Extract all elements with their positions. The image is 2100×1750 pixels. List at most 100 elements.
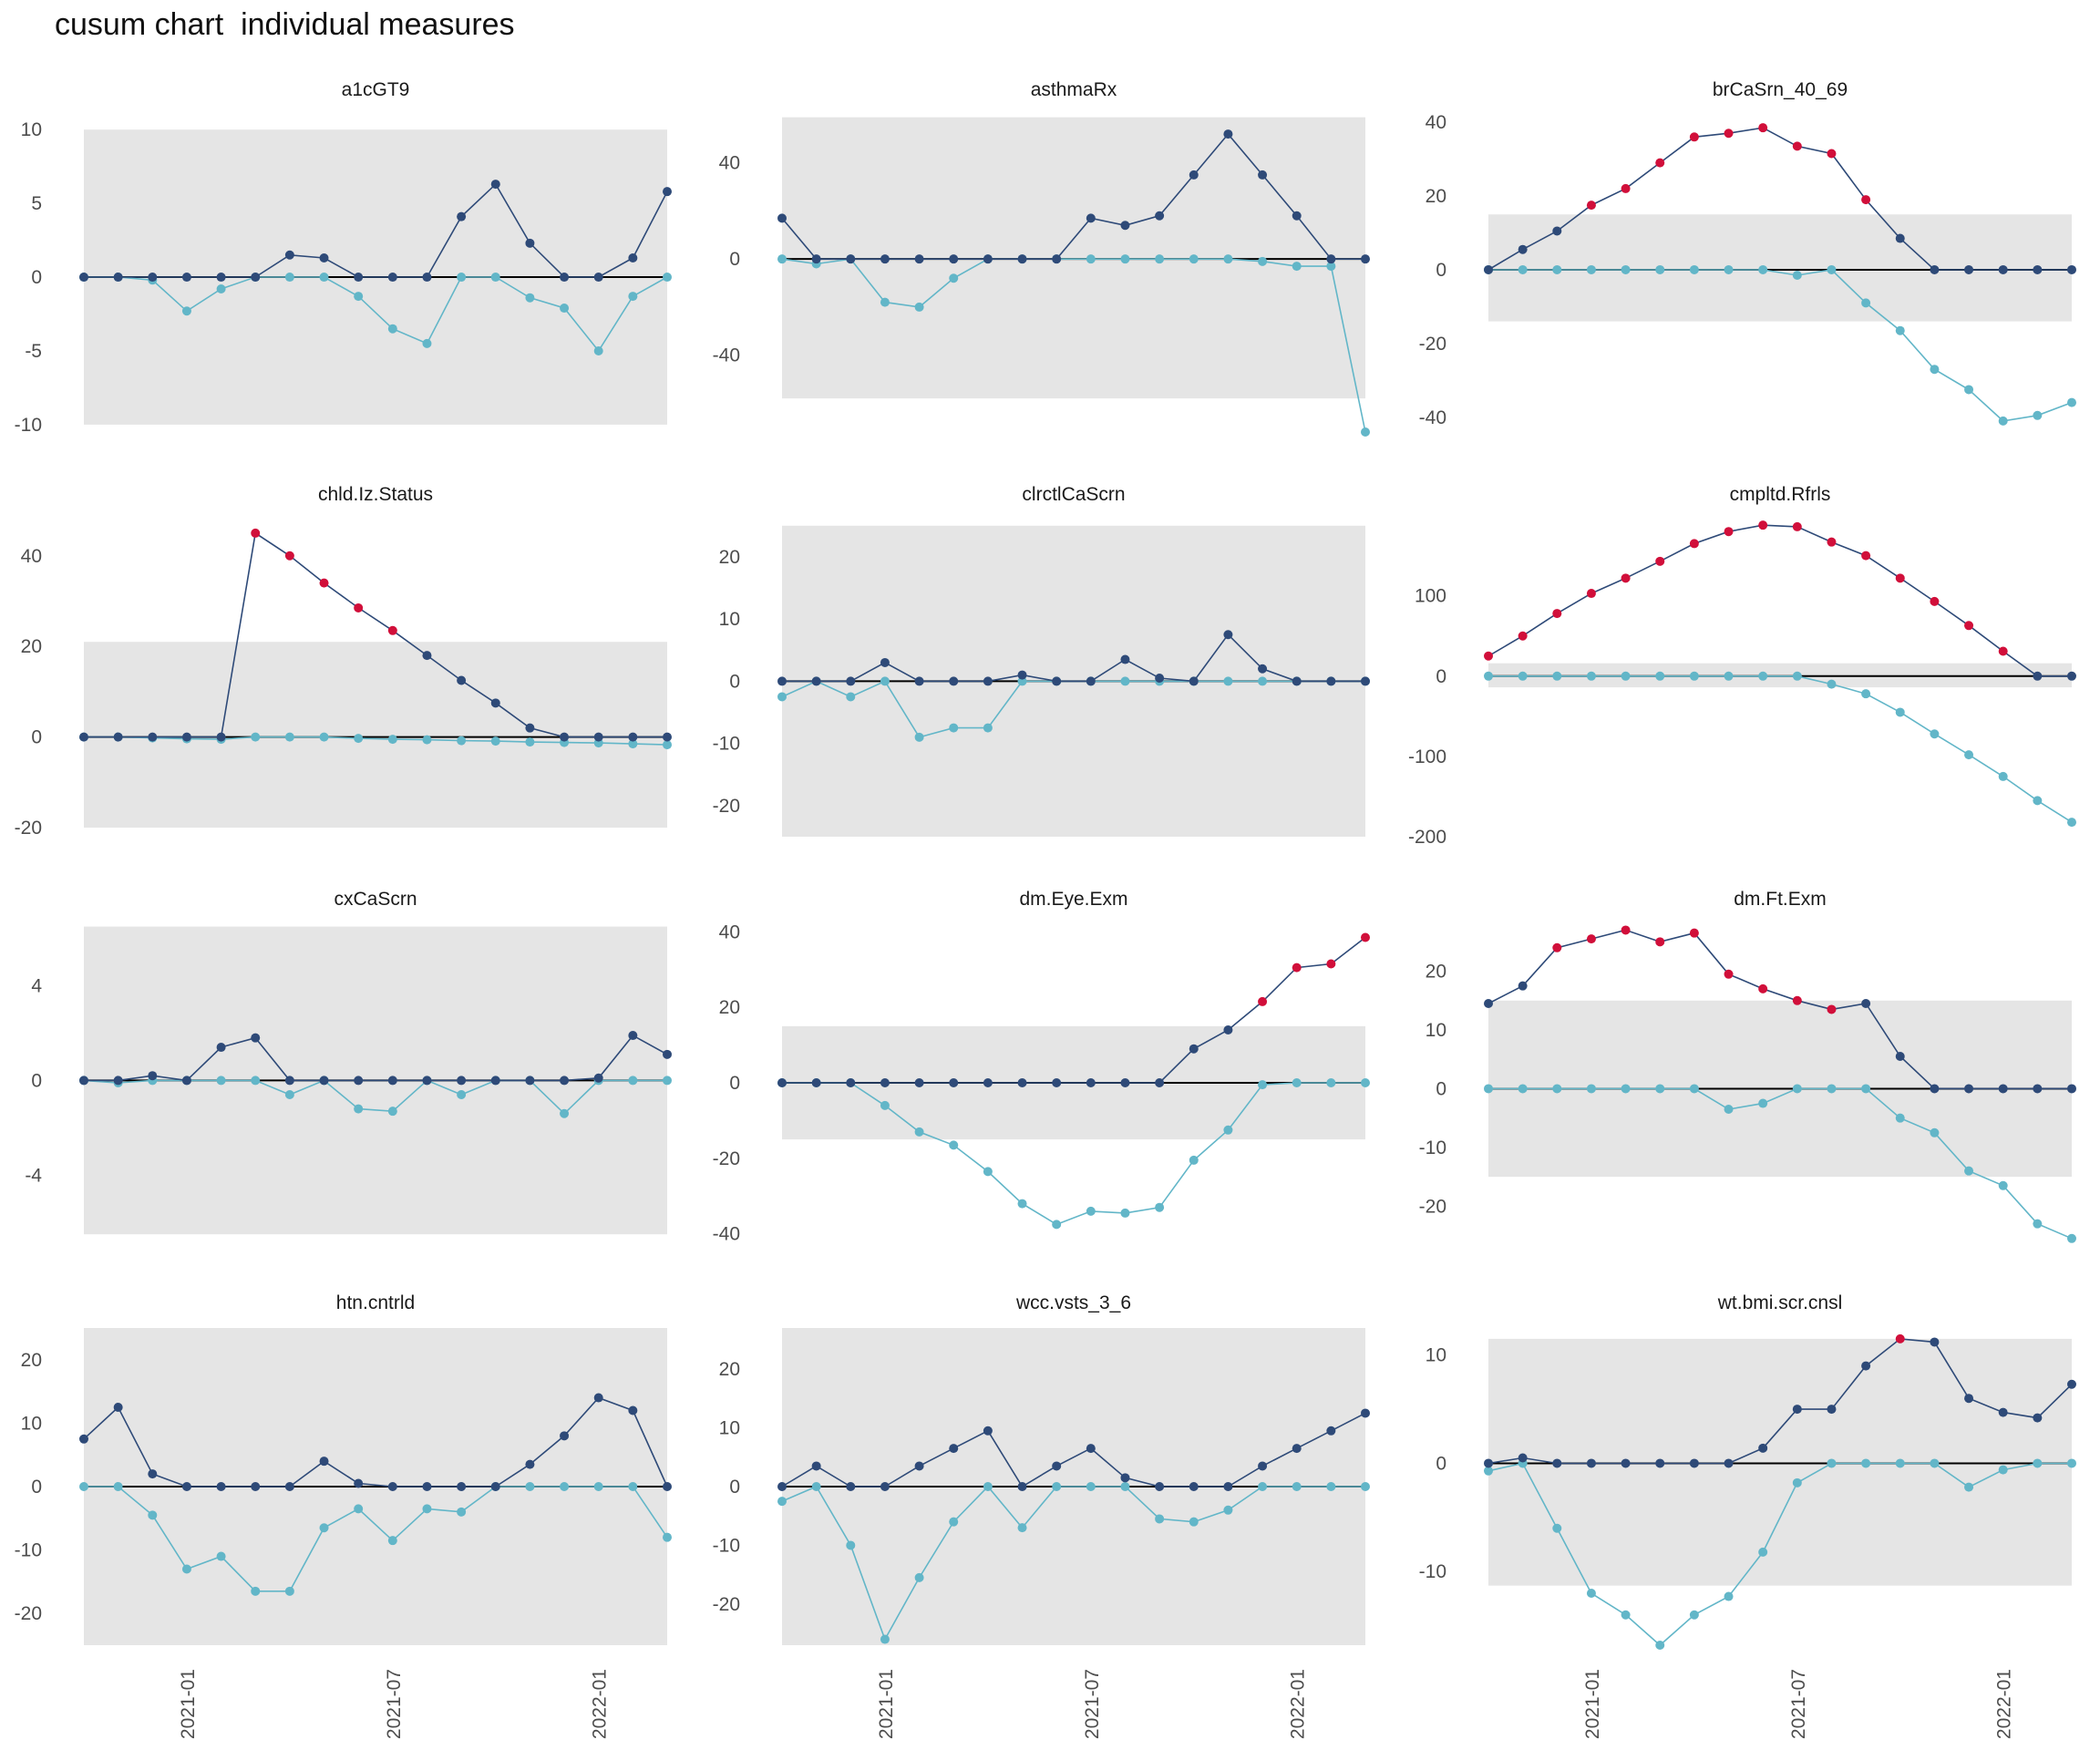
upper-point xyxy=(949,1078,959,1087)
panel-2: brCaSrn_40_69 -40 -20 0 20 40 xyxy=(1419,79,2076,428)
lower-point xyxy=(846,692,856,702)
lower-point xyxy=(1861,1458,1871,1468)
lower-point xyxy=(914,732,924,742)
y-tick-label: 0 xyxy=(1436,666,1446,687)
panel-title: wcc.vsts_3_6 xyxy=(1015,1292,1131,1313)
y-tick-label: -4 xyxy=(25,1165,42,1186)
upper-point xyxy=(983,676,993,686)
lower-point xyxy=(1998,1180,2008,1190)
upper-signal-point xyxy=(1586,589,1596,599)
lower-point xyxy=(1017,1199,1027,1209)
lower-point xyxy=(628,1482,638,1491)
lower-point xyxy=(251,1076,261,1086)
lower-point xyxy=(2067,818,2076,828)
upper-point xyxy=(1964,1394,1974,1404)
lower-point xyxy=(525,737,535,747)
page-title: cusum chart individual measures xyxy=(55,7,515,42)
upper-signal-point xyxy=(1792,995,1802,1005)
upper-point xyxy=(1086,1078,1096,1087)
panel-title: a1cGT9 xyxy=(342,79,410,100)
upper-point xyxy=(387,1482,397,1491)
lower-point xyxy=(1758,1547,1768,1557)
y-tick-label: 100 xyxy=(1415,586,1446,607)
lower-point xyxy=(1552,264,1562,274)
panel-title: asthmaRx xyxy=(1031,79,1117,100)
upper-signal-point xyxy=(1792,521,1802,531)
upper-point xyxy=(490,698,500,708)
lower-point xyxy=(1586,671,1596,681)
lower-point xyxy=(2067,1458,2076,1468)
upper-point xyxy=(284,250,294,260)
lower-point xyxy=(1827,264,1837,274)
x-tick-label: 2021-07 xyxy=(1082,1669,1103,1739)
panel-11: wt.bmi.scr.cnsl -10 0 10 2021-01 2021-07 2022-… xyxy=(1419,1292,2076,1739)
upper-series-line xyxy=(782,633,1365,683)
upper-point xyxy=(777,213,787,223)
upper-series-line xyxy=(83,1396,668,1488)
upper-point xyxy=(983,1426,993,1436)
upper-point xyxy=(628,1031,638,1041)
lower-point xyxy=(811,1482,821,1491)
upper-point xyxy=(1223,1482,1233,1491)
upper-point xyxy=(1052,676,1062,686)
upper-point xyxy=(1861,999,1871,1008)
upper-point xyxy=(2033,264,2043,274)
lower-point xyxy=(216,283,226,293)
panel-9: htn.cntrld -20 -10 0 10 20 2021-01 2021-07 2022-… xyxy=(15,1292,672,1739)
lower-point xyxy=(1998,771,2008,781)
y-tick-label: 0 xyxy=(31,727,42,748)
lower-point xyxy=(1655,264,1665,274)
upper-point xyxy=(181,732,191,742)
upper-point xyxy=(1689,1458,1699,1468)
lower-point xyxy=(1758,1098,1768,1108)
upper-point xyxy=(1292,211,1302,221)
upper-point xyxy=(457,675,467,685)
lower-point xyxy=(216,1076,226,1086)
upper-point xyxy=(593,1393,603,1403)
upper-point xyxy=(1052,1078,1062,1087)
upper-point xyxy=(354,1478,364,1488)
upper-point xyxy=(1258,664,1268,674)
upper-point xyxy=(1258,170,1268,180)
upper-point xyxy=(560,1076,570,1086)
lower-point xyxy=(387,1536,397,1546)
lower-point xyxy=(354,1104,364,1114)
lower-point xyxy=(1326,262,1336,272)
y-tick-label: -40 xyxy=(713,1224,740,1245)
x-tick-label: 2022-01 xyxy=(1288,1669,1309,1739)
lower-point xyxy=(1724,671,1734,681)
control-limit-band xyxy=(1488,214,2072,322)
upper-series-line xyxy=(1488,1338,2073,1465)
upper-point xyxy=(1361,254,1370,264)
upper-point xyxy=(2067,264,2076,274)
lower-point xyxy=(1120,676,1130,686)
x-tick-label: 2021-01 xyxy=(1582,1669,1603,1739)
lower-point xyxy=(457,273,467,283)
upper-point xyxy=(2033,1413,2043,1423)
upper-signal-point xyxy=(1724,129,1734,139)
upper-point xyxy=(1552,1458,1562,1468)
lower-point xyxy=(1189,254,1199,264)
upper-point xyxy=(1895,233,1905,243)
lower-series-line xyxy=(781,1485,1365,1642)
upper-series-line xyxy=(1488,524,2072,677)
upper-point xyxy=(880,254,890,264)
upper-point xyxy=(79,732,88,742)
lower-point xyxy=(1724,1591,1734,1601)
lower-point xyxy=(79,1482,88,1491)
upper-signal-point xyxy=(284,551,294,561)
upper-point xyxy=(1155,211,1165,221)
y-tick-label: 10 xyxy=(21,1413,42,1434)
lower-point xyxy=(1621,1084,1631,1094)
y-tick-label: 20 xyxy=(21,636,42,657)
lower-point xyxy=(628,292,638,302)
lower-point xyxy=(1861,1084,1871,1094)
lower-point xyxy=(880,1100,890,1110)
upper-series-line xyxy=(782,936,1366,1084)
lower-point xyxy=(457,1507,467,1517)
upper-signal-point xyxy=(1964,621,1974,631)
y-tick-label: 0 xyxy=(31,1070,42,1091)
upper-signal-point xyxy=(1895,573,1905,583)
lower-point xyxy=(663,1532,672,1542)
lower-point xyxy=(1120,1208,1130,1218)
